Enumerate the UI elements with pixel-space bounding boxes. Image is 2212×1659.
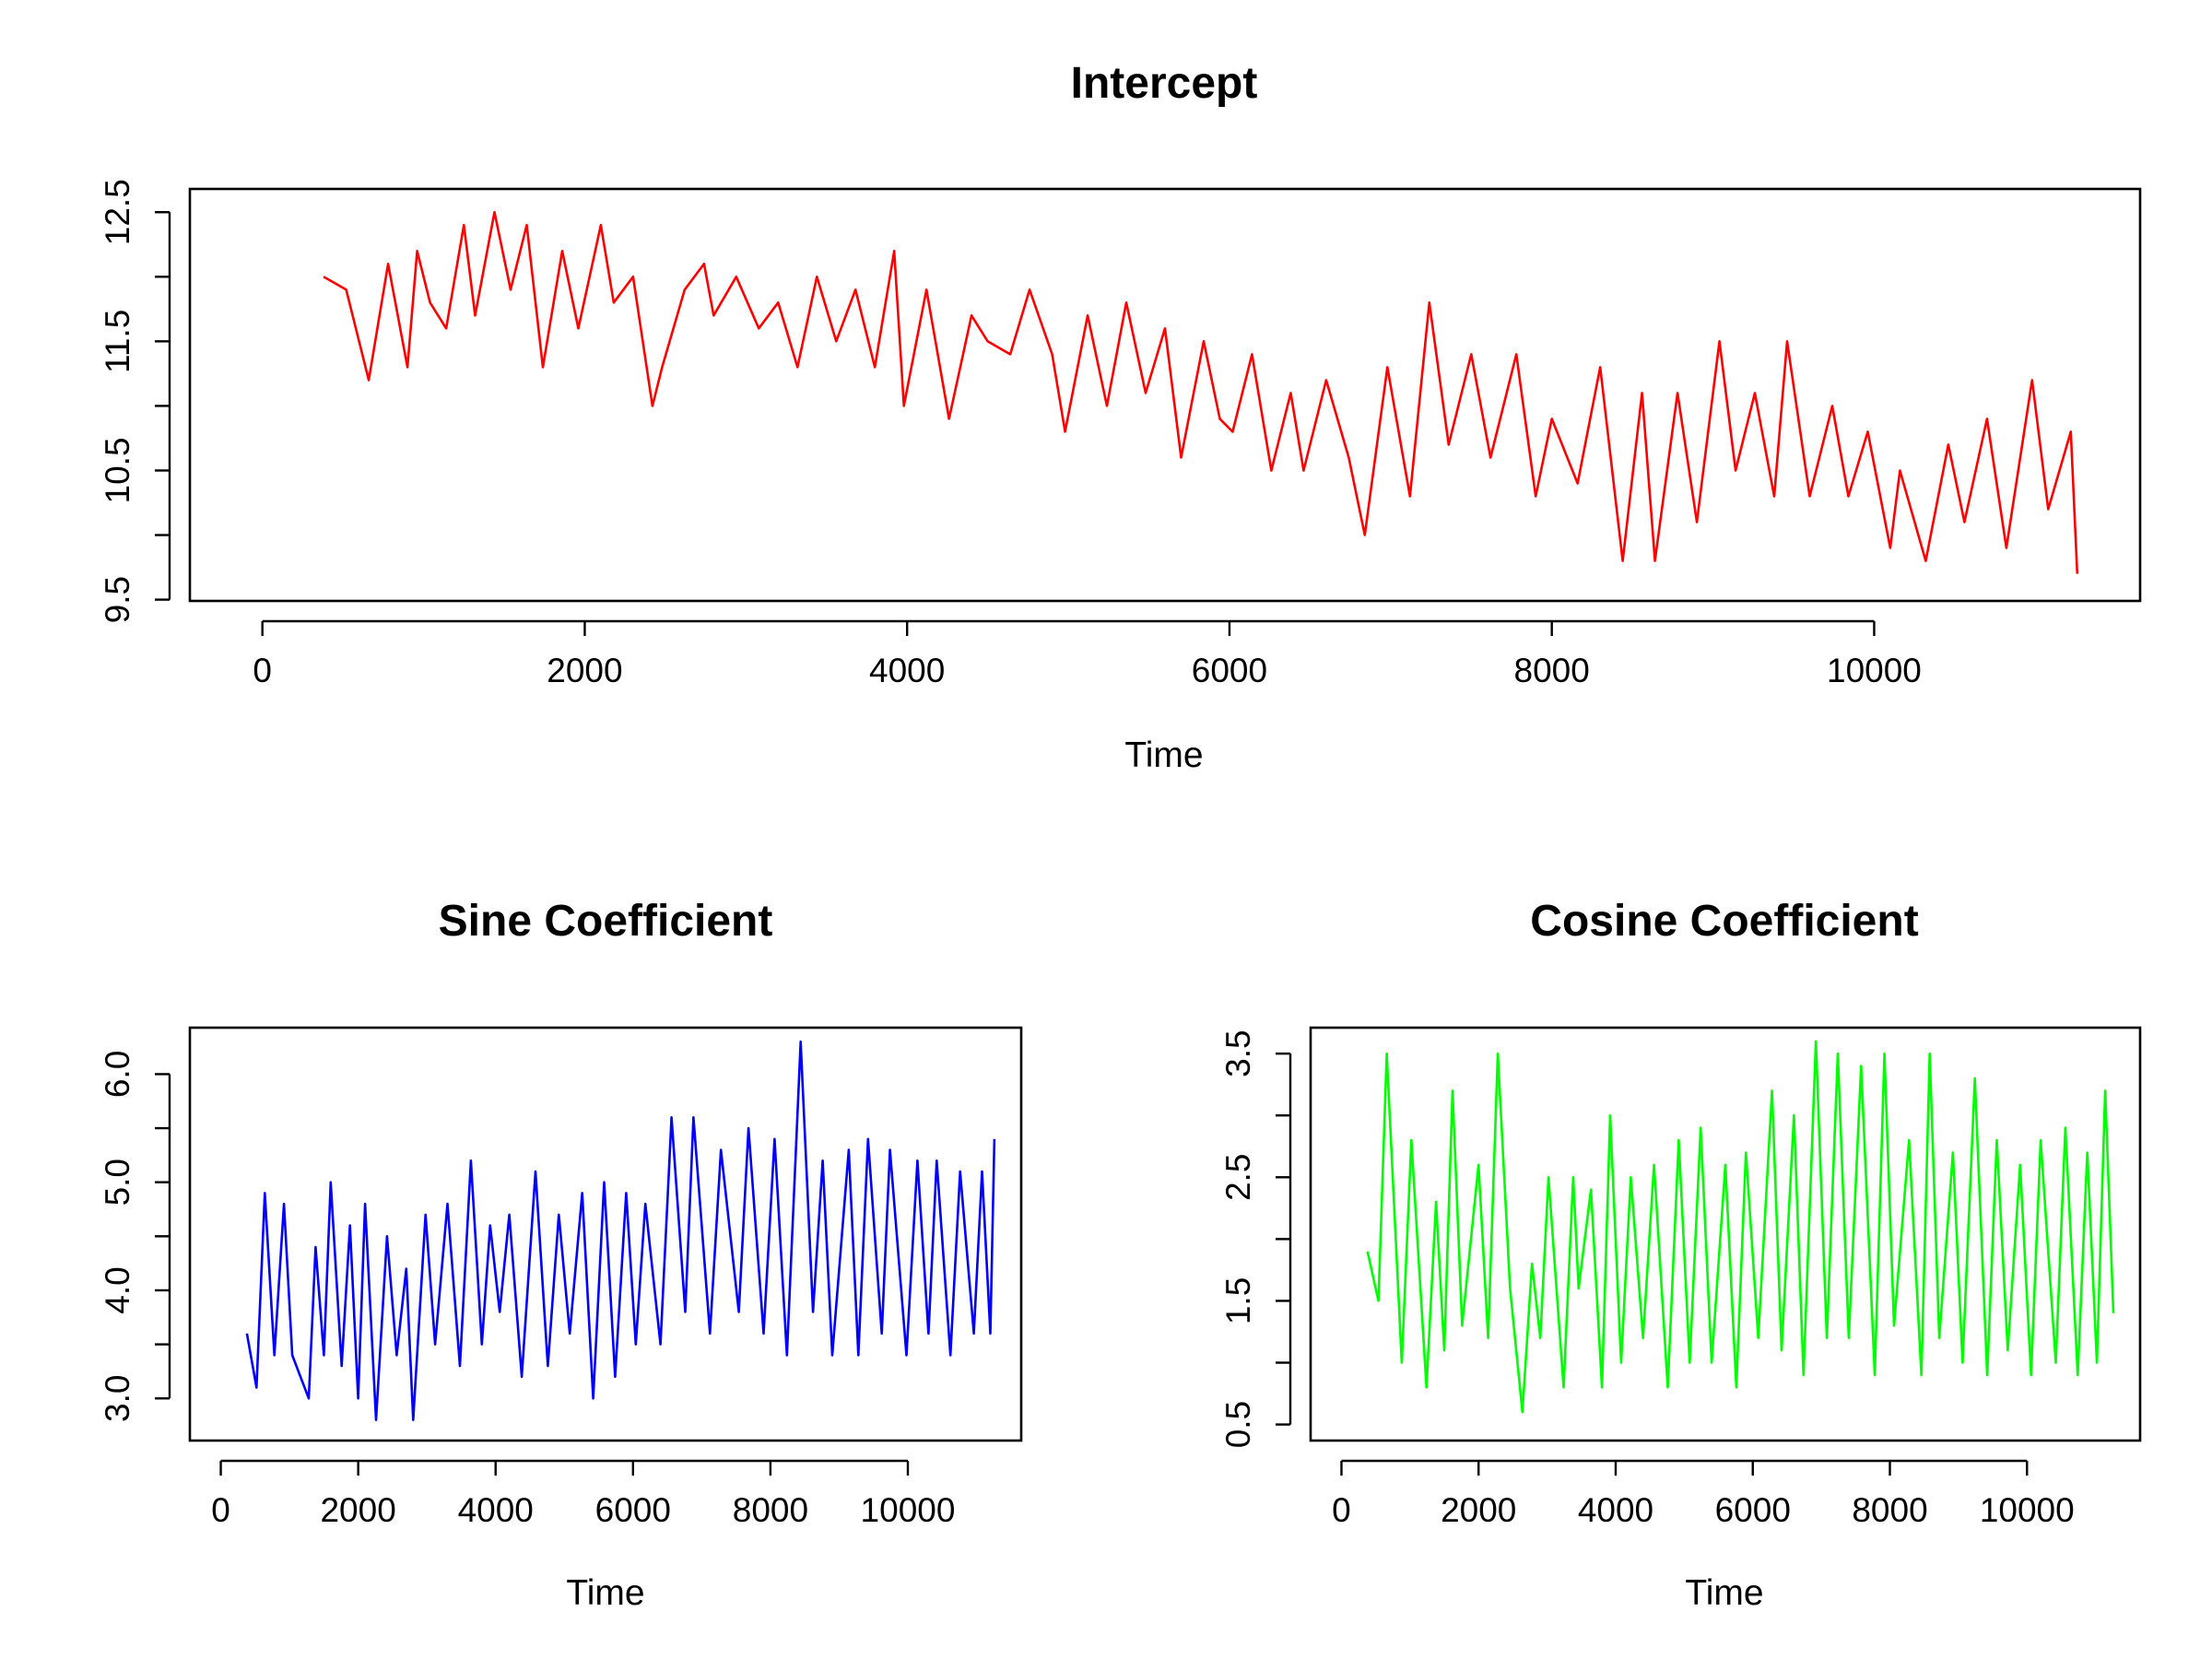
intercept-y-tick-label: 10.5 [99,437,136,503]
cosine-coefficient-series-line [1366,1040,2115,1414]
intercept-x-tick-label: 8000 [1514,652,1590,689]
sine-coefficient-y-tick-label: 6.0 [99,1051,136,1098]
intercept-x-tick-label: 6000 [1192,652,1267,689]
sine-coefficient-x-tick-label: 2000 [320,1491,395,1529]
sine-coefficient-title: Sine Coefficient [439,897,773,946]
intercept-x-tick-label: 4000 [869,652,945,689]
cosine-coefficient-x-tick-label: 10000 [1980,1491,2075,1529]
intercept-y-tick-label: 9.5 [99,576,136,623]
sine-coefficient-panel: Sine Coefficient Time 0 2000 4000 6000 8000 1… [99,897,1023,1613]
cosine-coefficient-y-tick-label: 3.5 [1219,1030,1257,1077]
intercept-plot-frame [188,187,2142,603]
intercept-title: Intercept [1071,59,1258,108]
sine-coefficient-x-tick-label: 6000 [595,1491,671,1529]
intercept-panel: Intercept Time 0 2000 4000 6000 8000 10000 9.5… [99,59,2142,775]
cosine-coefficient-y-tick-label: 0.5 [1219,1401,1257,1448]
cosine-coefficient-plot-frame [1309,1026,2142,1442]
cosine-coefficient-title: Cosine Coefficient [1530,897,1918,946]
sine-coefficient-series-line [245,1040,996,1421]
intercept-x-tick-label: 10000 [1827,652,1922,689]
cosine-coefficient-y-tick-label: 1.5 [1219,1277,1257,1324]
intercept-x-tick-label: 0 [253,652,272,689]
cosine-coefficient-x-tick-label: 6000 [1715,1491,1791,1529]
cosine-coefficient-y-tick-label: 2.5 [1219,1154,1257,1201]
sine-coefficient-x-tick-label: 0 [211,1491,230,1529]
sine-coefficient-x-tick-label: 4000 [458,1491,534,1529]
cosine-coefficient-xlabel: Time [1685,1573,1763,1613]
sine-coefficient-y-tick-label: 5.0 [99,1159,136,1206]
intercept-y-tick-label: 11.5 [99,310,136,373]
cosine-coefficient-x-tick-label: 8000 [1852,1491,1927,1529]
sine-coefficient-y-tick-label: 3.0 [99,1375,136,1422]
sine-coefficient-xlabel: Time [566,1573,644,1613]
cosine-coefficient-panel: Cosine Coefficient Time 0 2000 4000 6000 800… [1219,897,2142,1613]
sine-coefficient-x-tick-label: 8000 [733,1491,808,1529]
sine-coefficient-x-tick-label: 10000 [861,1491,956,1529]
sine-coefficient-y-tick-label: 4.0 [99,1266,136,1313]
intercept-series-line [323,210,2079,574]
intercept-y-tick-label: 12.5 [99,179,136,245]
intercept-x-tick-label: 2000 [547,652,622,689]
cosine-coefficient-x-tick-label: 0 [1332,1491,1351,1529]
intercept-xlabel: Time [1124,735,1203,775]
sine-coefficient-plot-frame [188,1026,1023,1442]
cosine-coefficient-x-tick-label: 2000 [1441,1491,1516,1529]
cosine-coefficient-x-tick-label: 4000 [1578,1491,1653,1529]
